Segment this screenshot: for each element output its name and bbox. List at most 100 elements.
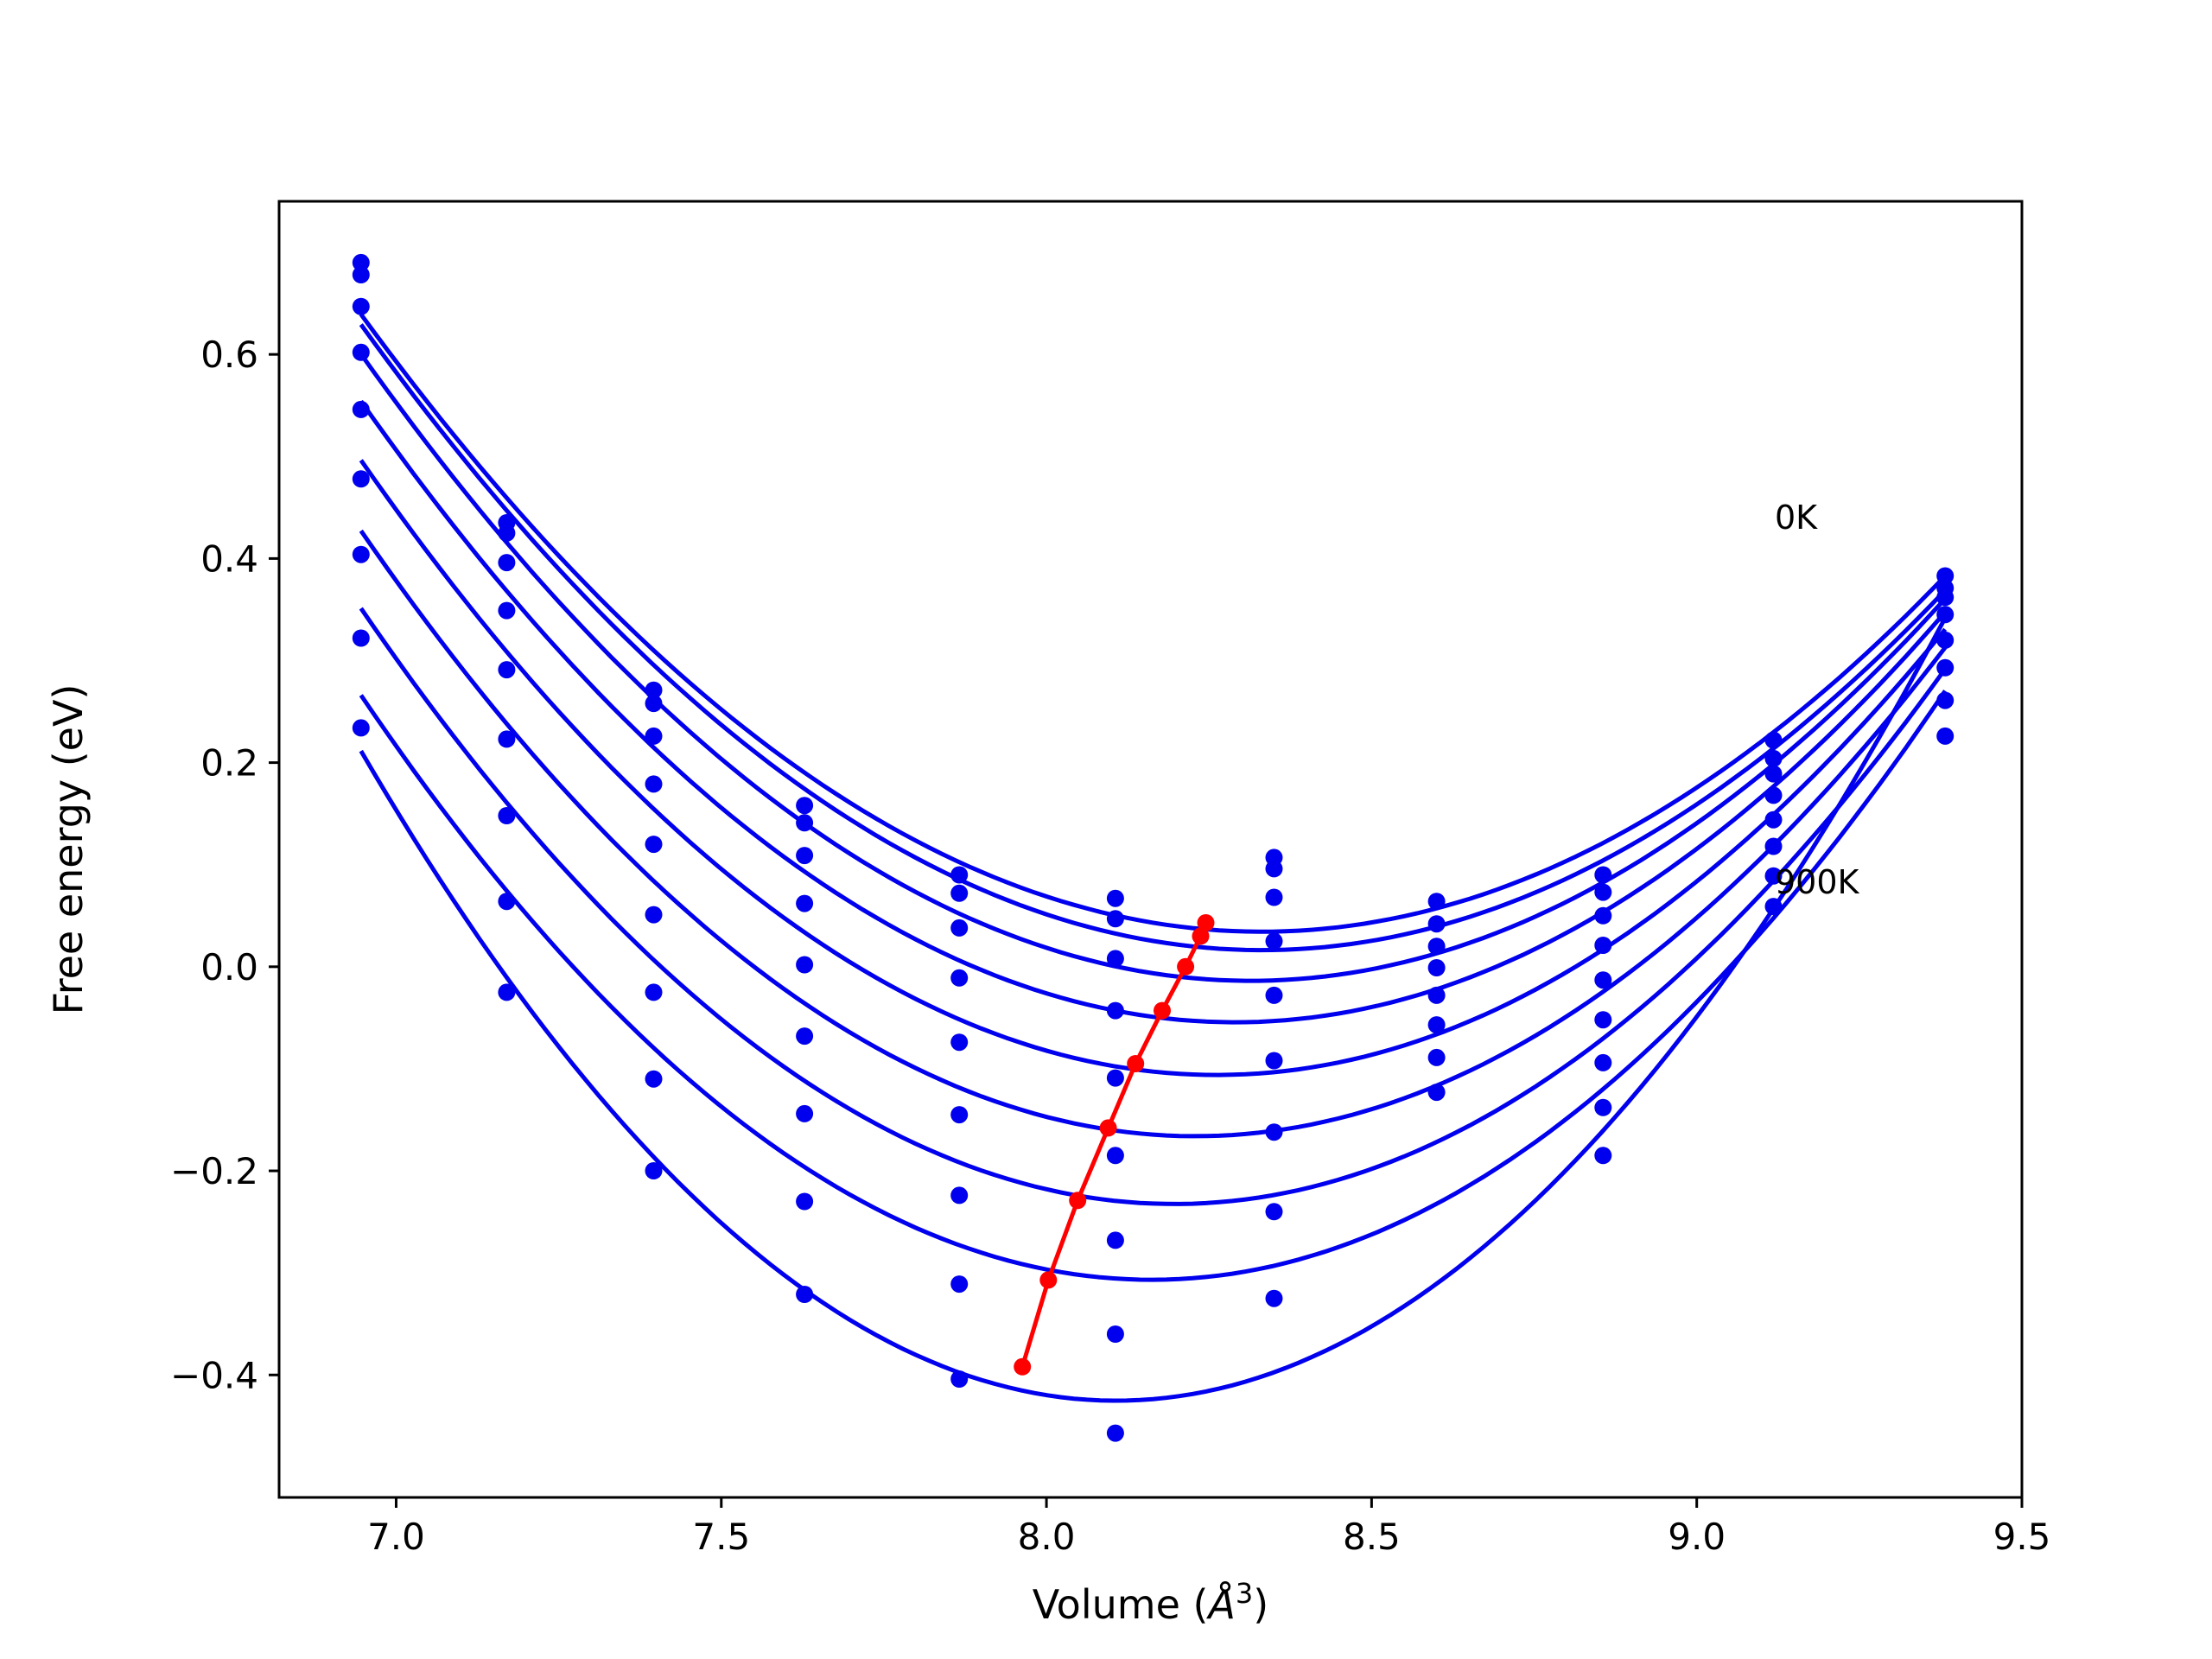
- x-tick-label: 7.5: [692, 1516, 750, 1558]
- data-point: [1764, 837, 1783, 855]
- minimum-point: [1014, 1357, 1032, 1376]
- data-point: [1106, 950, 1124, 968]
- data-point: [1265, 888, 1283, 906]
- data-point: [1936, 691, 1955, 709]
- fit-curves: [359, 313, 1948, 1403]
- data-point: [1106, 910, 1124, 928]
- data-point: [498, 893, 516, 911]
- fit-curve-7: [359, 607, 1948, 1206]
- data-point: [498, 554, 516, 572]
- x-tick-label: 9.0: [1668, 1516, 1726, 1558]
- data-point: [1427, 893, 1446, 911]
- data-point: [1594, 971, 1612, 989]
- data-point: [796, 1027, 814, 1046]
- data-point: [352, 343, 370, 361]
- data-point: [950, 1186, 969, 1205]
- data-point: [645, 775, 663, 793]
- data-point: [1594, 883, 1612, 901]
- data-point: [1265, 1123, 1283, 1141]
- data-point: [1936, 631, 1955, 649]
- data-point: [950, 1370, 969, 1388]
- data-point: [352, 470, 370, 488]
- data-point: [645, 1070, 663, 1088]
- y-axis-title: Free energy (eV): [45, 684, 92, 1015]
- data-point: [1764, 749, 1783, 767]
- y-tick-label: −0.4: [170, 1354, 258, 1396]
- data-point: [352, 629, 370, 647]
- x-tick-label: 8.5: [1343, 1516, 1401, 1558]
- fit-curve-6: [359, 529, 1948, 1139]
- data-point: [950, 1275, 969, 1294]
- x-tick-label: 8.0: [1018, 1516, 1076, 1558]
- data-point: [1106, 1069, 1124, 1087]
- data-point: [1106, 1147, 1124, 1165]
- data-point: [1265, 860, 1283, 878]
- minimum-line-path: [1020, 922, 1208, 1368]
- data-point: [950, 1033, 969, 1052]
- data-point: [1106, 1325, 1124, 1343]
- data-point: [1764, 810, 1783, 829]
- annotation-label: 900K: [1775, 863, 1860, 901]
- data-point: [796, 956, 814, 974]
- data-point: [498, 601, 516, 620]
- data-point: [950, 1106, 969, 1124]
- x-tick-label: 9.5: [1993, 1516, 2051, 1558]
- minimum-point: [1099, 1119, 1117, 1137]
- data-point: [645, 983, 663, 1001]
- data-point: [1936, 606, 1955, 624]
- data-point: [1427, 1016, 1446, 1034]
- data-point: [498, 983, 516, 1001]
- data-point: [1594, 866, 1612, 884]
- y-tick-label: −0.2: [170, 1150, 258, 1192]
- annotations: 0K 900K: [1775, 499, 1860, 901]
- data-point: [645, 681, 663, 699]
- data-point: [1594, 1011, 1612, 1029]
- data-point: [1427, 986, 1446, 1004]
- data-point: [1427, 915, 1446, 933]
- minimum-line: [1014, 914, 1215, 1376]
- x-tick-label: 7.0: [367, 1516, 425, 1558]
- data-point: [1265, 1052, 1283, 1070]
- minimum-point: [1177, 957, 1195, 976]
- fit-curve-4: [359, 399, 1948, 1025]
- data-point: [1427, 959, 1446, 976]
- data-point: [950, 918, 969, 937]
- fit-curve-8: [359, 690, 1948, 1282]
- data-point: [796, 847, 814, 865]
- minimum-point: [1039, 1271, 1058, 1289]
- data-point: [645, 1162, 663, 1179]
- data-point: [1427, 1048, 1446, 1066]
- plot-frame: [277, 200, 2024, 1499]
- data-point: [498, 524, 516, 542]
- fit-curve-5: [359, 459, 1948, 1077]
- y-tick-label: 0.6: [200, 334, 258, 376]
- data-point: [498, 661, 516, 679]
- minimum-point: [1154, 1001, 1171, 1020]
- data-point: [645, 727, 663, 745]
- x-axis: 7.0 7.5 8.0 8.5 9.0 9.5: [367, 1497, 2050, 1558]
- data-point: [950, 884, 969, 902]
- data-point: [352, 400, 370, 418]
- y-axis: −0.4 −0.2 0.0 0.2 0.4 0.6: [170, 334, 279, 1396]
- data-point: [950, 969, 969, 987]
- data-point: [796, 814, 814, 832]
- data-point: [1265, 986, 1283, 1004]
- data-point: [1594, 1147, 1612, 1165]
- data-point: [1265, 1289, 1283, 1307]
- data-point: [1106, 1231, 1124, 1249]
- data-point: [1594, 937, 1612, 954]
- data-point: [645, 836, 663, 854]
- data-point: [796, 797, 814, 815]
- data-point: [1764, 898, 1783, 916]
- data-point: [1427, 1084, 1446, 1102]
- data-point: [1265, 1203, 1283, 1221]
- data-point: [1936, 658, 1955, 677]
- fit-curve-3: [359, 353, 1948, 983]
- data-point: [498, 807, 516, 824]
- data-point: [1594, 1053, 1612, 1071]
- data-point: [796, 1192, 814, 1211]
- data-point: [498, 730, 516, 748]
- data-point: [1764, 867, 1783, 885]
- data-point: [1427, 938, 1446, 956]
